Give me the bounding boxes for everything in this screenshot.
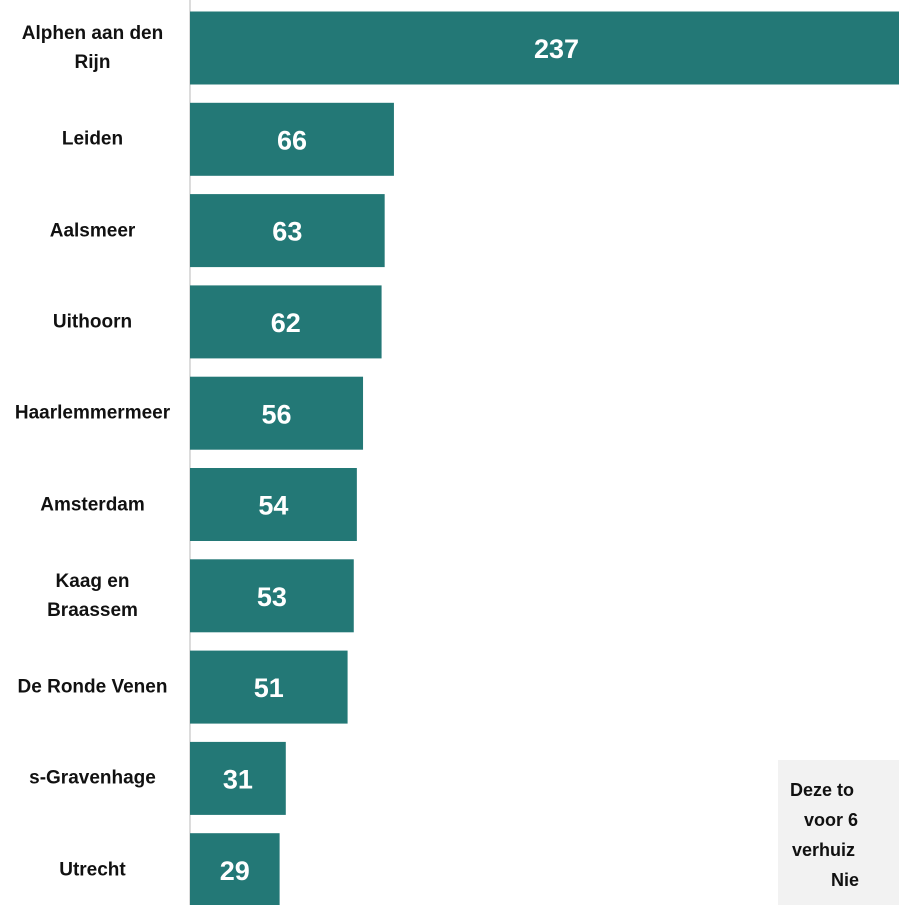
y-tick-label: s-Gravenhage	[29, 767, 156, 789]
annotation-box: Deze to voor 6 verhuiz Nie	[778, 760, 899, 905]
value-label: 54	[258, 491, 288, 521]
y-tick-label: Kaag en Braassem	[47, 570, 138, 621]
bar	[190, 468, 357, 541]
value-label: 62	[271, 308, 301, 338]
annotation-line: Nie	[831, 870, 860, 890]
annotation-line: voor 6	[804, 810, 859, 830]
bar	[190, 194, 385, 268]
y-tick-label: De Ronde Venen	[17, 676, 168, 698]
value-label: 29	[220, 856, 250, 886]
value-label: 63	[272, 217, 302, 247]
value-label: 56	[261, 399, 291, 429]
bar	[190, 833, 280, 905]
y-tick-label: Haarlemmermeer	[14, 402, 171, 424]
y-tick-label: Utrecht	[59, 859, 126, 881]
value-label: 31	[223, 765, 253, 795]
y-tick-label: Uithoorn	[52, 311, 133, 333]
annotation-line: Deze to	[790, 780, 855, 800]
annotation-line: verhuiz	[792, 840, 856, 860]
value-label: 66	[277, 125, 307, 155]
bar	[190, 650, 348, 724]
bar	[190, 285, 382, 359]
bar	[190, 376, 364, 450]
value-label: 237	[534, 34, 579, 64]
bar	[190, 102, 394, 176]
y-tick-label: Amsterdam	[40, 494, 145, 515]
value-label: 51	[254, 673, 284, 703]
bar	[190, 11, 899, 85]
y-tick-label: Aalsmeer	[49, 220, 136, 242]
value-label: 53	[257, 582, 287, 612]
bar	[190, 741, 286, 815]
bar	[190, 559, 354, 633]
y-tick-label: Leiden	[61, 128, 124, 150]
y-tick-label: Alphen aan den Rijn	[21, 23, 164, 73]
